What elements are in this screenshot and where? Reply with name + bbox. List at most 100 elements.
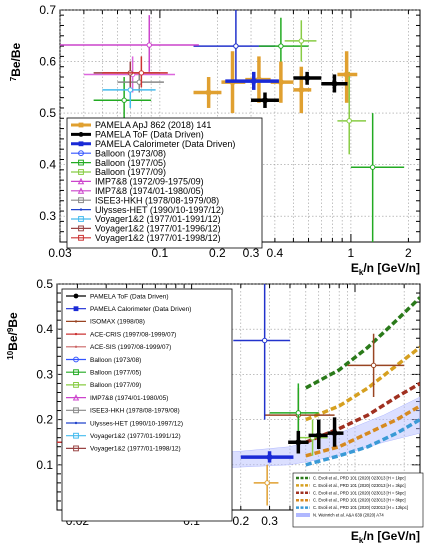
model-curve [305,404,420,458]
model-legend: C. Evoli et al., PRD 101 (2020) 023013 [… [292,472,424,528]
legend-marker [77,177,85,185]
y-axis-title-sup: 7 [9,76,18,81]
legend-item: ACE-CRIS (1997/08-1999/07) [66,331,176,338]
data-point [205,89,212,96]
legend-label: ISEE3-HKH (1978/08-1979/08) [95,195,219,205]
x-axis-title-sub: k [359,268,364,277]
legend-label: Ulysses-HET (1990/10-1997/12) [90,420,183,427]
legend-marker [73,445,79,452]
legend-label: IMP7&8 (1972/09-1975/09) [95,177,204,187]
legend-item: Voyager1&2 (1977/01-1991/12) [71,214,221,224]
data-point [278,43,284,49]
data-point [233,43,239,49]
legend-label: ISEE3-HKH (1978/08-1979/08) [90,408,180,415]
legend-item: Balloon (1973/08) [71,148,166,158]
legend-marker [78,216,84,222]
legend-label: PAMELA ToF (Data Driven) [90,293,169,300]
x-tick-label: 0.1 [152,246,169,260]
legend-item: PAMELA Calorimeter (Data Driven) [66,306,191,313]
legend-marker [73,356,79,363]
legend-item: IMP7&8 (1974/01-1980/05) [71,186,204,196]
legend-item: Balloon (1977/05) [66,369,141,376]
legend-label: PAMELA Calorimeter (Data Driven) [90,306,191,313]
y-axis-title-main: Be/Be [9,42,23,76]
legend-item: ISEE3-HKH (1978/08-1979/08) [71,195,219,205]
data-point [261,97,268,104]
y-axis-title-sup: 9 [6,327,15,332]
model-legend-item: C. Evoli et al., PRD 101 (2020) 023013 [… [296,498,406,503]
x-tick-label: 0.3 [243,246,260,260]
legend-item: Balloon (1977/09) [71,167,166,177]
legend-label: Voyager1&2 (1977/01-1991/12) [90,433,181,440]
legend-marker [74,320,78,323]
data-point [315,432,322,439]
y-axis-title-sup: 10 [6,350,15,359]
y-tick-label: 0.2 [36,413,53,427]
legend-label: IMP7&8 (1974/01-1980/05) [95,186,204,196]
model-curve [304,296,420,390]
x-axis-title-post: /n [GeV/n] [363,529,420,543]
data-point [250,78,257,85]
legend-item: ISEE3-HKH (1978/08-1979/08) [66,407,180,415]
data-point [298,86,305,93]
legend-item: Balloon (1977/09) [66,382,141,389]
legend-label: ACE-CRIS (1997/08-1999/07) [90,331,176,338]
legend-marker [74,332,78,336]
model-legend-label: N. Weinrich et al. A&A 639 (2020) A74 [313,513,384,518]
legend-item: PAMELA Calorimeter (Data Driven) [71,139,235,149]
model-legend-label: C. Evoli et al., PRD 101 (2020) 023013 [… [313,483,406,488]
legend-marker [73,407,79,414]
y-tick-label: 0.5 [39,106,56,120]
legend-marker [74,421,78,425]
data-point [331,80,338,87]
legend-item: Voyager1&2 (1977/01-1991/12) [66,432,181,440]
legend-label: Balloon (1973/08) [95,148,166,158]
legend-item: Voyager1&2 (1977/01-1998/12) [66,445,181,453]
data-point [346,118,352,124]
y-axis-title-main: Be/ [6,331,20,350]
data-point [121,97,127,103]
legend-label: Voyager1&2 (1977/01-1998/12) [95,233,221,243]
chart-top: 0.3 0.4 0.5 0.6 0.7 0.03 0.1 0.2 0.3 0.4 1 2 7Be/Be E… [9,3,421,277]
legend: PAMELA ToF (Data Driven) PAMELA Calorimet… [61,288,233,522]
model-legend-label: C. Evoli et al., PRD 101 (2020) 023013 [… [313,476,406,481]
legend-label: ACE-SIS (1997/08-1999/07) [90,344,171,351]
data-point [343,71,350,78]
data-point [298,38,305,44]
y-tick-label: 0.4 [36,322,53,336]
x-tick-label: 0.4 [267,246,284,260]
legend-label: Balloon (1973/08) [90,357,141,364]
y-axis-title: 7Be/Be [9,42,23,81]
model-legend-label: C. Evoli et al., PRD 101 (2020) 023013 [… [313,490,406,495]
data-point [304,75,311,82]
x-axis-title-main: E [351,529,359,543]
x-tick-label: 2 [405,246,412,260]
data-point [264,480,270,486]
legend-label: Balloon (1977/09) [95,167,166,177]
legend-marker [73,432,79,439]
legend-item: ACE-SIS (1997/08-1999/07) [66,344,171,351]
model-legend-label: C. Evoli et al., PRD 101 (2020) 023013 [… [313,505,408,510]
legend-label: Voyager1&2 (1977/01-1991/12) [95,214,221,224]
legend-label: Ulysses-HET (1990/10-1997/12) [95,205,224,215]
y-axis-title-main: Be [6,312,20,328]
y-tick-label: 0.3 [36,367,53,381]
legend-marker [78,225,84,232]
legend-marker [73,382,79,388]
legend-marker [73,293,79,299]
model-legend-item: N. Weinrich et al. A&A 639 (2020) A74 [296,513,384,518]
x-axis-title-main: E [351,261,359,275]
legend-marker [78,122,84,128]
y-tick-label: 0.7 [39,3,56,17]
legend-item: Voyager1&2 (1977/01-1998/12) [71,233,221,243]
data-point [266,454,273,461]
chart-bottom: 0.10.20.30.40.50.020.10.20.31210Be/9BeEk… [6,277,424,545]
model-legend-item: C. Evoli et al., PRD 101 (2020) 023013 [… [296,483,406,488]
legend-marker [78,169,84,175]
data-point [127,87,133,93]
y-tick-label: 0.1 [36,458,53,472]
legend-label: Balloon (1977/05) [90,369,141,376]
legend-marker [78,132,84,137]
